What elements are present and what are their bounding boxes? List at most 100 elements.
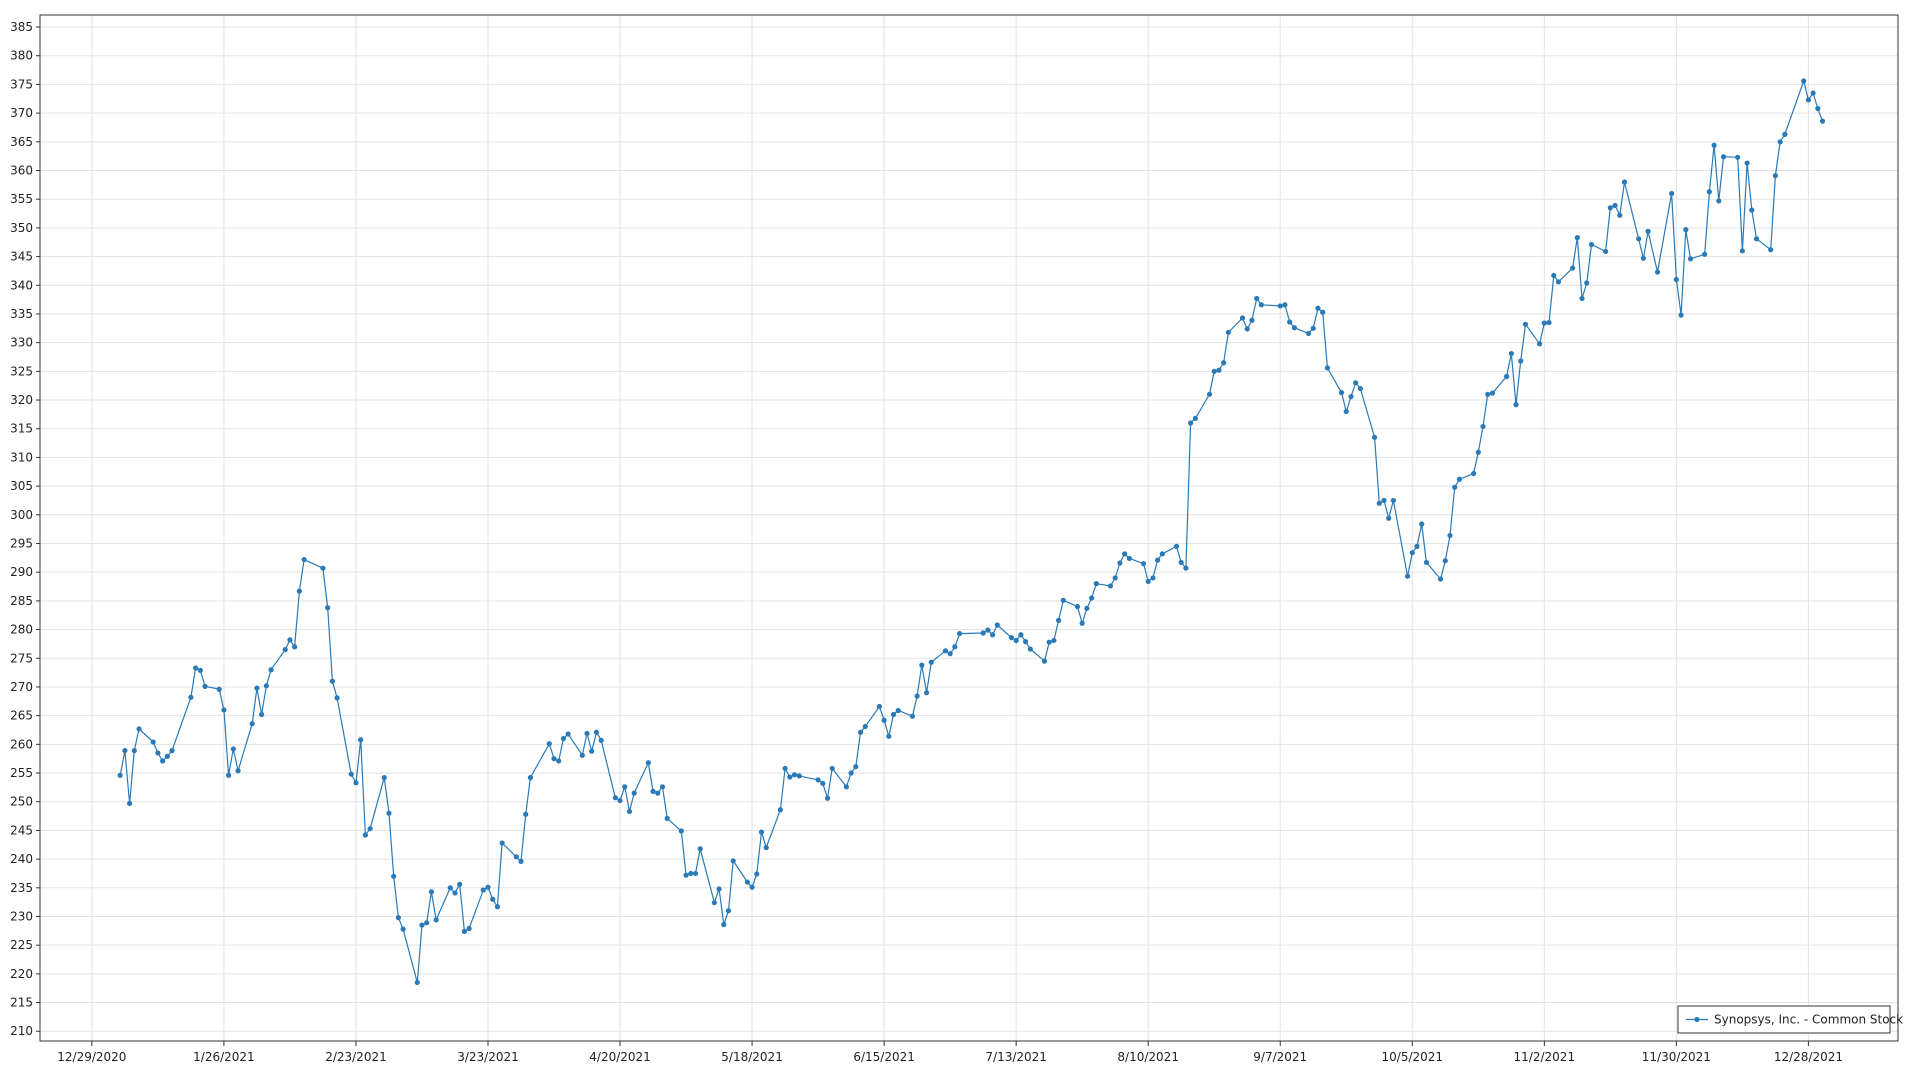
x-tick-label: 12/29/2020	[57, 1050, 126, 1064]
data-point	[485, 884, 491, 890]
y-tick-label: 330	[10, 336, 33, 350]
data-point	[1046, 639, 1052, 645]
data-point	[1291, 325, 1297, 331]
data-point	[1489, 390, 1496, 396]
data-point	[1508, 350, 1514, 357]
data-point	[1324, 365, 1330, 371]
data-point	[1716, 198, 1722, 204]
data-point	[1027, 646, 1033, 652]
data-point	[202, 683, 208, 689]
data-point	[1612, 202, 1618, 209]
y-tick-label: 245	[10, 823, 33, 837]
data-point	[386, 810, 392, 816]
data-point	[1603, 248, 1609, 255]
data-point	[862, 723, 868, 730]
data-point	[1423, 559, 1430, 566]
x-tick-label: 5/18/2021	[721, 1050, 783, 1064]
data-point	[1343, 408, 1349, 415]
data-point	[1447, 532, 1453, 539]
data-point	[1084, 605, 1090, 611]
x-tick-label: 2/23/2021	[325, 1050, 387, 1064]
data-point	[692, 870, 699, 877]
x-tick-label: 1/26/2021	[193, 1050, 255, 1064]
data-point	[136, 726, 142, 732]
data-point	[697, 846, 703, 852]
data-point	[1315, 305, 1321, 311]
y-tick-label: 340	[10, 278, 33, 292]
data-point	[857, 729, 864, 735]
data-point	[1570, 265, 1576, 271]
data-point	[1588, 241, 1595, 248]
data-point	[263, 683, 269, 689]
data-point	[890, 711, 897, 718]
data-point	[433, 917, 439, 923]
y-tick-label: 265	[10, 709, 33, 723]
data-point	[598, 737, 604, 743]
data-point	[1645, 228, 1651, 234]
data-point	[1258, 302, 1264, 308]
data-point	[1338, 389, 1345, 396]
data-point	[480, 887, 486, 893]
y-tick-label: 290	[10, 565, 33, 579]
data-point	[1320, 309, 1326, 315]
data-point	[1013, 637, 1019, 644]
y-tick-label: 220	[10, 967, 33, 981]
x-tick-label: 8/10/2021	[1117, 1050, 1179, 1064]
data-point	[1206, 391, 1213, 397]
y-tick-label: 260	[10, 737, 33, 751]
data-point	[730, 858, 736, 864]
data-point	[815, 777, 821, 783]
data-point	[499, 840, 505, 846]
data-point	[1117, 560, 1123, 566]
data-point	[1555, 279, 1562, 285]
data-point	[914, 693, 920, 699]
y-tick-label: 235	[10, 881, 33, 895]
y-tick-label: 380	[10, 49, 33, 63]
data-point	[428, 889, 435, 895]
data-point	[1636, 236, 1642, 242]
y-tick-label: 305	[10, 479, 33, 493]
data-point	[1720, 154, 1727, 160]
data-point	[758, 829, 765, 835]
data-point	[150, 739, 156, 745]
x-tick-label: 9/7/2021	[1253, 1050, 1307, 1064]
data-point	[414, 979, 420, 986]
y-tick-label: 255	[10, 766, 33, 780]
data-point	[1140, 560, 1147, 567]
data-point	[989, 632, 996, 638]
data-point	[1522, 321, 1529, 327]
data-point	[593, 729, 600, 735]
y-tick-label: 320	[10, 393, 33, 407]
data-point	[527, 775, 534, 781]
data-point	[348, 771, 354, 777]
data-point	[1008, 635, 1015, 641]
data-point	[1702, 251, 1708, 257]
y-tick-label: 345	[10, 250, 33, 264]
data-point	[1537, 341, 1543, 347]
data-point	[763, 845, 769, 851]
data-point	[1503, 373, 1510, 380]
data-point	[1178, 559, 1184, 566]
y-tick-label: 280	[10, 623, 33, 637]
data-point	[909, 713, 916, 719]
x-tick-label: 11/30/2021	[1642, 1050, 1711, 1064]
data-point	[725, 908, 732, 914]
data-point	[193, 665, 199, 671]
data-point	[1150, 575, 1156, 581]
data-point	[1414, 543, 1420, 549]
data-point	[235, 768, 241, 774]
data-point	[881, 717, 887, 723]
data-point	[1353, 380, 1359, 386]
data-point	[419, 922, 425, 928]
data-point	[1711, 142, 1717, 148]
y-tick-label: 385	[10, 20, 33, 34]
data-point	[513, 854, 519, 860]
data-point	[782, 765, 788, 772]
data-point	[1669, 190, 1675, 197]
data-point	[1051, 637, 1057, 644]
legend-box	[1677, 1005, 1891, 1034]
y-tick-label: 210	[10, 1024, 33, 1038]
data-point	[1673, 276, 1679, 283]
data-point	[381, 775, 387, 781]
data-point	[853, 764, 859, 770]
